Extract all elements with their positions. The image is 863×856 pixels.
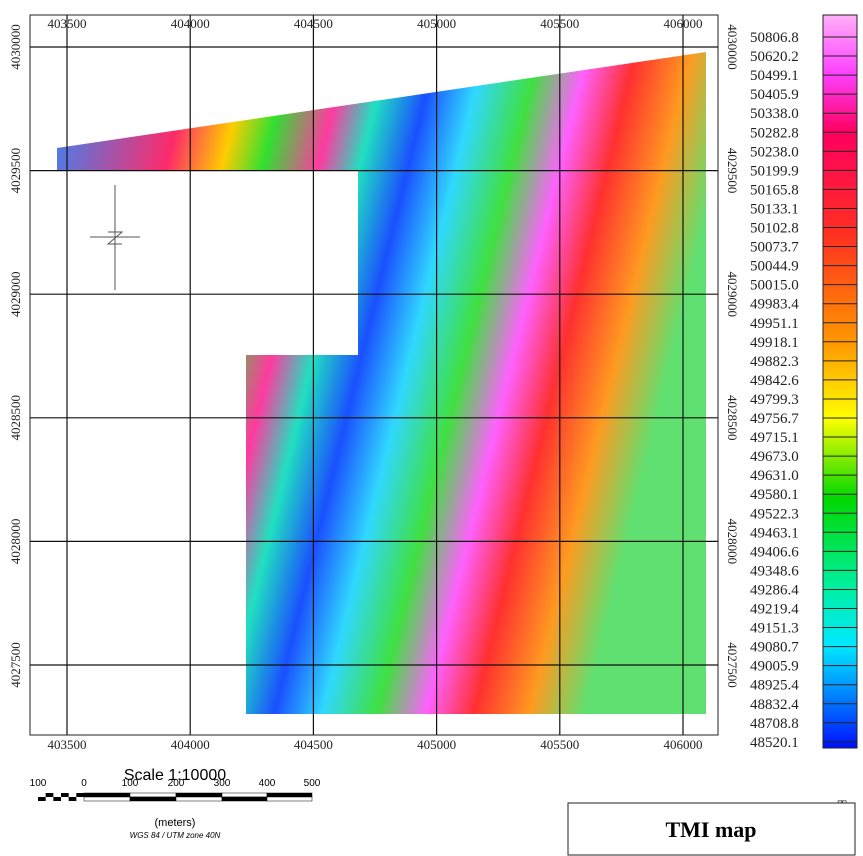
scale-segment xyxy=(266,796,313,802)
y-label: 4029000 xyxy=(8,271,23,317)
legend-value: 49983.4 xyxy=(750,297,799,313)
x-label: 406000 xyxy=(664,737,703,752)
scale-segment xyxy=(83,796,131,802)
legend-value: 50282.8 xyxy=(750,125,799,141)
x-label: 405000 xyxy=(417,16,456,31)
legend-value: 49080.7 xyxy=(750,640,799,656)
scale-label: 100 xyxy=(30,778,47,789)
legend-value: 49580.1 xyxy=(750,487,799,503)
x-label: 403500 xyxy=(48,737,87,752)
x-label: 405500 xyxy=(540,737,579,752)
scale-segment xyxy=(266,792,313,798)
scale-segment xyxy=(38,797,46,801)
legend-value: 49842.6 xyxy=(750,373,799,389)
scale-segment xyxy=(83,792,131,798)
legend-value: 50133.1 xyxy=(750,201,799,217)
y-label: 4028500 xyxy=(8,395,23,441)
scale-label: 100 xyxy=(122,778,139,789)
x-label: 404000 xyxy=(171,16,210,31)
scale-segment xyxy=(129,796,177,802)
tmi-raster xyxy=(57,52,706,714)
title-box xyxy=(567,802,856,856)
y-label: 4027500 xyxy=(725,642,740,688)
legend-value: 50015.0 xyxy=(750,278,799,294)
legend-value: 50073.7 xyxy=(750,240,799,256)
legend-value: 49219.4 xyxy=(750,602,799,618)
y-label: 4030000 xyxy=(8,24,23,70)
legend-value: 50338.0 xyxy=(750,106,799,122)
scale-label: 300 xyxy=(214,778,231,789)
scale-segment xyxy=(129,792,177,798)
y-label: 4028000 xyxy=(725,519,740,565)
x-label: 406000 xyxy=(664,16,703,31)
scale-segment xyxy=(61,793,69,797)
x-label: 403500 xyxy=(48,16,87,31)
legend-value: 49406.6 xyxy=(750,544,799,560)
scale-segment xyxy=(221,792,268,798)
legend-value: 49463.1 xyxy=(750,525,799,541)
scale-title: Scale 1:10000 xyxy=(124,767,226,784)
y-label: 4027500 xyxy=(8,642,23,688)
color-bar xyxy=(822,14,858,749)
scale-segment xyxy=(221,796,268,802)
legend-value: 49715.1 xyxy=(750,430,799,446)
legend-value: 49151.3 xyxy=(750,621,799,637)
legend-value: 49918.1 xyxy=(750,335,799,351)
legend-value: 48925.4 xyxy=(750,678,799,694)
scale-segment xyxy=(53,797,61,801)
scale-label: 400 xyxy=(259,778,276,789)
scale-segment xyxy=(68,797,77,801)
legend-value: 50238.0 xyxy=(750,144,799,160)
legend-value: 48832.4 xyxy=(750,697,799,713)
map-title: TMI map xyxy=(665,817,756,842)
legend-value: 49286.4 xyxy=(750,582,799,598)
legend-value: 50199.9 xyxy=(750,163,799,179)
legend-value: 49799.3 xyxy=(750,392,799,408)
legend-value: 50806.8 xyxy=(750,30,799,46)
scale-label: 200 xyxy=(168,778,185,789)
x-label: 405500 xyxy=(540,16,579,31)
grid xyxy=(30,15,718,735)
legend-value: 49348.6 xyxy=(750,563,799,579)
x-label: 404000 xyxy=(171,737,210,752)
y-label: 4029000 xyxy=(725,271,740,317)
legend-value: 50620.2 xyxy=(750,49,799,65)
legend-value: 48708.8 xyxy=(750,716,799,732)
y-label: 4029500 xyxy=(725,148,740,194)
legend-value: 50165.8 xyxy=(750,182,799,198)
legend-value: 50405.9 xyxy=(750,87,799,103)
scale-unit: (meters) xyxy=(155,817,196,829)
y-label: 4030000 xyxy=(725,24,740,70)
scale-segment xyxy=(175,792,223,798)
legend-value: 50044.9 xyxy=(750,259,799,275)
legend-value: 50499.1 xyxy=(750,68,799,84)
north-arrow xyxy=(90,185,140,290)
x-label: 404500 xyxy=(294,737,333,752)
x-label: 405000 xyxy=(417,737,456,752)
scale-segment xyxy=(175,796,223,802)
legend-value: 49882.3 xyxy=(750,354,799,370)
scale-bar xyxy=(38,792,313,802)
legend-value: 49522.3 xyxy=(750,506,799,522)
projection: WGS 84 / UTM zone 40N xyxy=(130,831,221,840)
scale-label: 0 xyxy=(81,778,87,789)
legend-value: 50102.8 xyxy=(750,221,799,237)
x-label: 404500 xyxy=(294,16,333,31)
legend-value: 49951.1 xyxy=(750,316,799,332)
scale-segment xyxy=(76,793,84,797)
legend-value: 49673.0 xyxy=(750,449,799,465)
legend-value: 49005.9 xyxy=(750,659,799,675)
y-label: 4028000 xyxy=(8,519,23,565)
legend-value: 49631.0 xyxy=(750,468,799,484)
y-label: 4029500 xyxy=(8,148,23,194)
scale-segment xyxy=(45,793,54,797)
legend-value: 49756.7 xyxy=(750,411,799,427)
y-label: 4028500 xyxy=(725,395,740,441)
scale-label: 500 xyxy=(304,778,321,789)
legend-value: 48520.1 xyxy=(750,735,799,751)
